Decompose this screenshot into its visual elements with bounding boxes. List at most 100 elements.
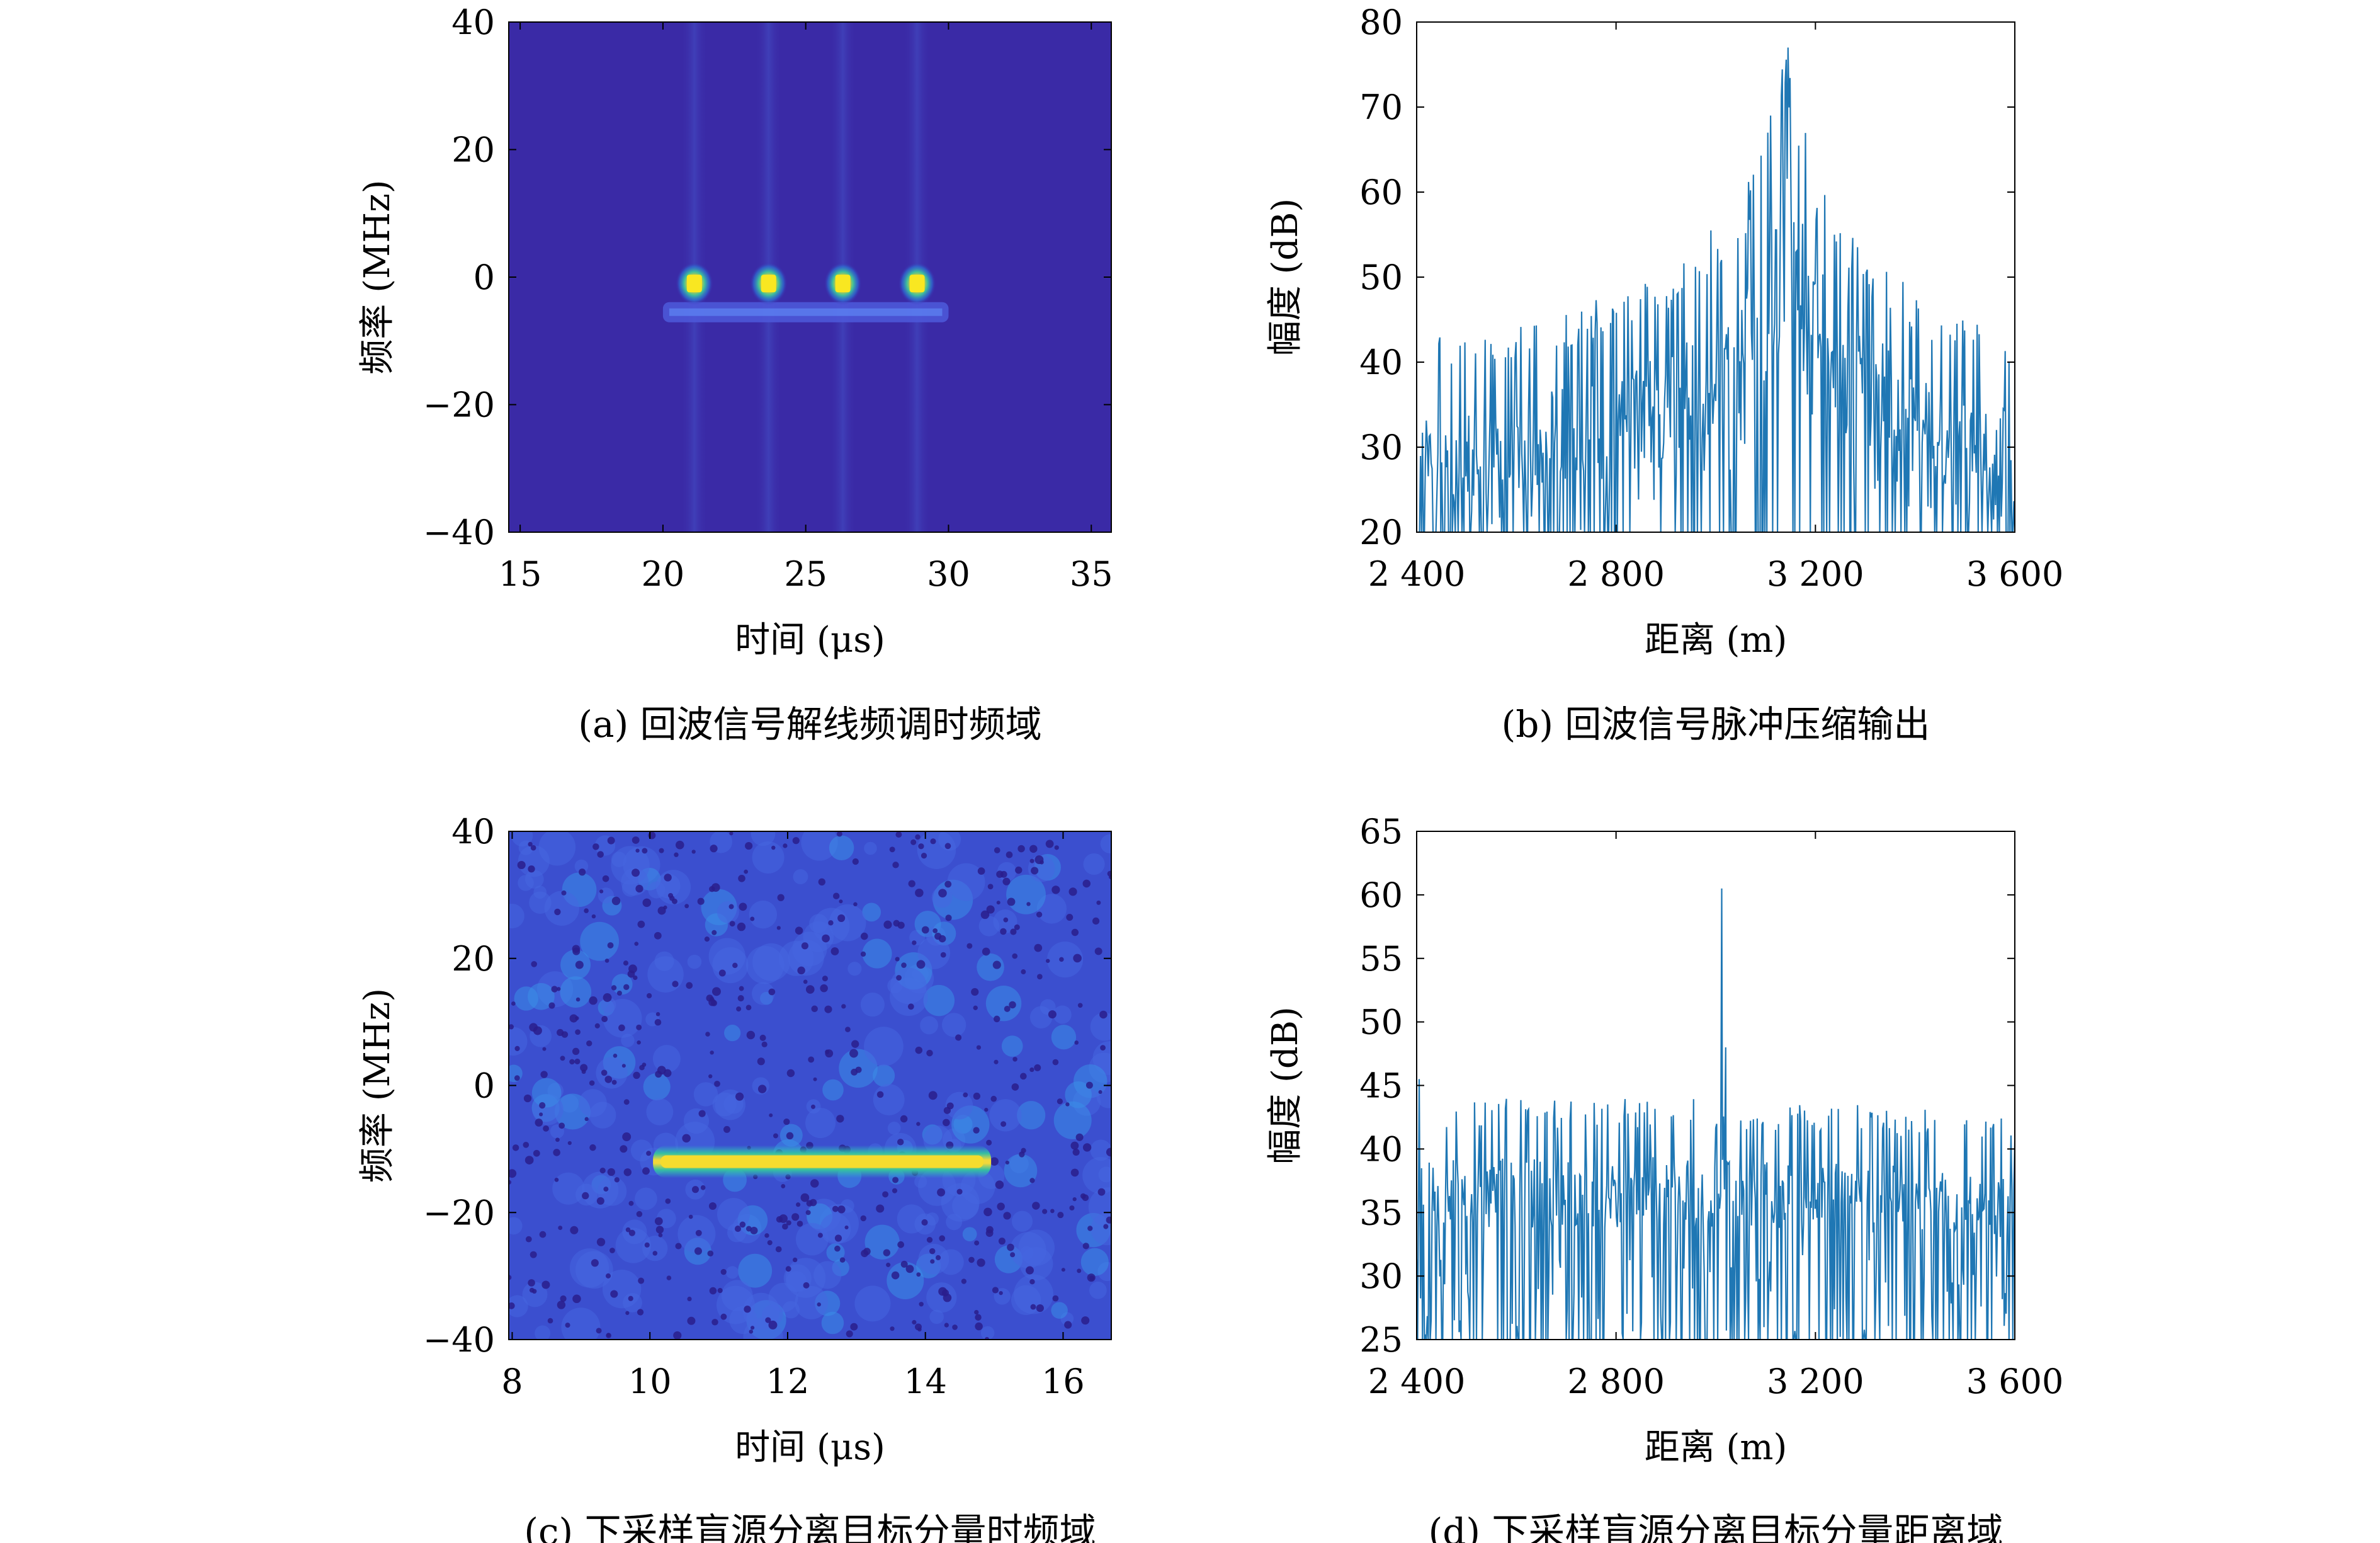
noise-speck (555, 1137, 560, 1142)
noise-speck (589, 996, 598, 1005)
noise-speck (509, 1169, 517, 1178)
y-tick-label: −40 (423, 1320, 495, 1360)
noise-blob (561, 1307, 601, 1340)
y-tick-label: 40 (1359, 343, 1403, 382)
noise-speck (1096, 900, 1101, 905)
noise-speck (996, 901, 1000, 905)
noise-speck (1021, 969, 1026, 974)
noise-speck (561, 890, 567, 896)
noise-speck (570, 1226, 579, 1234)
noise-blob (917, 937, 951, 969)
noise-speck (773, 1133, 778, 1139)
noise-speck (800, 1193, 810, 1202)
noise-speck (995, 1180, 1004, 1189)
noise-speck (1029, 1178, 1035, 1183)
noise-speck (664, 874, 672, 882)
noise-blob (914, 1175, 927, 1188)
noise-speck (569, 1059, 575, 1065)
noise-speck (572, 945, 581, 953)
noise-blob (1080, 1248, 1109, 1276)
noise-speck (796, 1221, 803, 1227)
noise-speck (817, 1302, 821, 1307)
noise-speck (637, 1309, 644, 1316)
x-tick-label: 8 (501, 1362, 523, 1401)
noise-speck (1074, 1040, 1079, 1045)
x-tick-label: 2 800 (1567, 554, 1665, 594)
noise-speck (514, 1075, 520, 1081)
noise-speck (618, 1024, 625, 1032)
noise-speck (1082, 1143, 1092, 1152)
noise-speck (1034, 1064, 1041, 1071)
noise-speck (1000, 928, 1007, 935)
noise-blob (654, 951, 674, 971)
noise-speck (1106, 1147, 1111, 1157)
noise-speck (999, 1290, 1003, 1295)
noise-speck (623, 960, 629, 966)
noise-speck (1003, 917, 1009, 923)
noise-speck (1048, 1010, 1057, 1019)
noise-blob (864, 841, 877, 855)
noise-speck (977, 1258, 985, 1267)
noise-speck (533, 1149, 540, 1157)
noise-speck (1042, 1209, 1048, 1214)
noise-speck (688, 1214, 693, 1219)
noise-blob (813, 1261, 842, 1289)
noise-speck (666, 1275, 672, 1280)
noise-speck (597, 851, 604, 858)
noise-speck (1087, 1226, 1093, 1231)
noise-speck (900, 1115, 908, 1123)
y-tick-label: −20 (423, 1193, 495, 1233)
noise-speck (900, 1260, 908, 1268)
noise-speck (594, 1023, 600, 1028)
noise-speck (986, 1139, 992, 1146)
noise-speck (524, 1156, 534, 1164)
noise-blob (1082, 1157, 1111, 1194)
noise-speck (729, 921, 735, 927)
noise-speck (705, 1032, 710, 1037)
noise-speck (642, 848, 648, 854)
noise-blob (860, 993, 885, 1017)
noise-speck (622, 1132, 632, 1142)
noise-speck (539, 1102, 546, 1109)
noise-speck (611, 1079, 617, 1085)
noise-speck (729, 831, 734, 836)
noise-speck (591, 914, 596, 919)
noise-speck (636, 1024, 642, 1030)
noise-speck (810, 1179, 819, 1188)
noise-speck (654, 931, 662, 940)
noise-speck (711, 930, 717, 935)
noise-speck (635, 848, 640, 853)
noise-speck (1052, 1059, 1059, 1066)
noise-speck (855, 1066, 862, 1073)
noise-blob (962, 1227, 977, 1242)
hotspot-core (761, 275, 776, 293)
noise-speck (695, 1229, 702, 1236)
y-axis-label: 幅度 (dB) (1265, 198, 1306, 356)
noise-speck (786, 1220, 791, 1226)
noise-blob (749, 900, 778, 929)
noise-speck (882, 1191, 889, 1198)
noise-speck (921, 926, 929, 934)
noise-speck (687, 1296, 692, 1302)
chart-a: 15 20 25 30 35 40 20 0 −20 −40 时间 (μs) 频率 (MHz) (a) … (357, 3, 1113, 746)
noise-speck (548, 1002, 555, 1009)
noise-speck (1106, 1216, 1111, 1224)
noise-speck (579, 868, 586, 876)
y-tick-label: 65 (1359, 812, 1403, 851)
noise-blob (890, 967, 927, 1005)
noise-speck (539, 1112, 543, 1117)
noise-speck (1000, 1121, 1007, 1127)
noise-blob (717, 901, 739, 923)
noise-blob (596, 1057, 628, 1089)
noise-blob (1029, 1006, 1053, 1028)
noise-blob (752, 982, 775, 1005)
noise-blob (985, 985, 1022, 1022)
noise-blob (929, 1309, 944, 1324)
noise-speck (839, 1257, 846, 1263)
noise-speck (916, 1122, 921, 1126)
noise-speck (530, 1251, 537, 1258)
heatmap-background (509, 22, 1111, 532)
noise-speck (663, 905, 667, 910)
noise-blob (938, 1249, 964, 1275)
noise-blob (1028, 855, 1055, 882)
